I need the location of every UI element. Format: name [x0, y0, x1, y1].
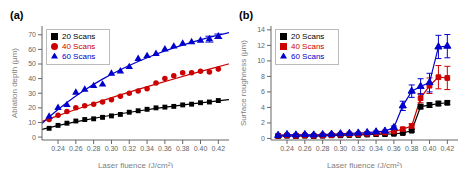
svg-text:0: 0	[32, 134, 36, 141]
svg-text:0.36: 0.36	[387, 145, 401, 152]
svg-text:14: 14	[257, 26, 265, 33]
html-text:20 Scans: 20 Scans	[62, 32, 96, 41]
svg-text:0.26: 0.26	[69, 145, 83, 152]
svg-text:60: 60	[28, 46, 36, 53]
svg-text:30: 30	[28, 90, 36, 97]
svg-text:0.24: 0.24	[51, 145, 65, 152]
svg-text:Laser fluence (J/cm²): Laser fluence (J/cm²)	[327, 161, 402, 168]
svg-text:10: 10	[28, 119, 36, 126]
svg-text:0.40: 0.40	[423, 145, 437, 152]
svg-text:70: 70	[28, 31, 36, 38]
svg-text:0.36: 0.36	[158, 145, 172, 152]
svg-text:12: 12	[257, 42, 265, 49]
svg-text:0.30: 0.30	[105, 145, 119, 152]
svg-text:0.32: 0.32	[122, 145, 136, 152]
html-text:40 Scans: 40 Scans	[291, 42, 325, 51]
html-text:(a): (a)	[10, 9, 24, 21]
svg-text:0.40: 0.40	[194, 145, 208, 152]
svg-text:0.26: 0.26	[298, 145, 312, 152]
svg-text:0.42: 0.42	[441, 145, 455, 152]
svg-text:2: 2	[261, 119, 265, 126]
svg-text:40: 40	[28, 75, 36, 82]
svg-text:50: 50	[28, 60, 36, 67]
html-text:60 Scans: 60 Scans	[291, 52, 325, 61]
svg-text:Ablation depth (μm): Ablation depth (μm)	[10, 48, 19, 118]
svg-text:10: 10	[257, 57, 265, 64]
svg-text:Laser fluence (J/cm²): Laser fluence (J/cm²)	[98, 161, 173, 168]
svg-text:0.32: 0.32	[351, 145, 365, 152]
svg-text:0.30: 0.30	[334, 145, 348, 152]
html-text:60 Scans: 60 Scans	[62, 52, 96, 61]
svg-text:Surface roughness (μm): Surface roughness (μm)	[239, 40, 248, 126]
svg-text:0.38: 0.38	[176, 145, 190, 152]
html-text:20 Scans: 20 Scans	[291, 32, 325, 41]
svg-text:4: 4	[261, 104, 265, 111]
svg-text:0: 0	[261, 135, 265, 142]
svg-text:0.38: 0.38	[405, 145, 419, 152]
svg-text:0.34: 0.34	[369, 145, 383, 152]
svg-text:0.28: 0.28	[87, 145, 101, 152]
svg-text:20: 20	[28, 104, 36, 111]
html-text:(b): (b)	[239, 9, 253, 21]
svg-text:0.42: 0.42	[212, 145, 226, 152]
svg-text:0.24: 0.24	[280, 145, 294, 152]
svg-text:8: 8	[261, 73, 265, 80]
svg-text:0.34: 0.34	[140, 145, 154, 152]
svg-text:0.28: 0.28	[316, 145, 330, 152]
html-text:40 Scans: 40 Scans	[62, 42, 96, 51]
svg-text:6: 6	[261, 88, 265, 95]
